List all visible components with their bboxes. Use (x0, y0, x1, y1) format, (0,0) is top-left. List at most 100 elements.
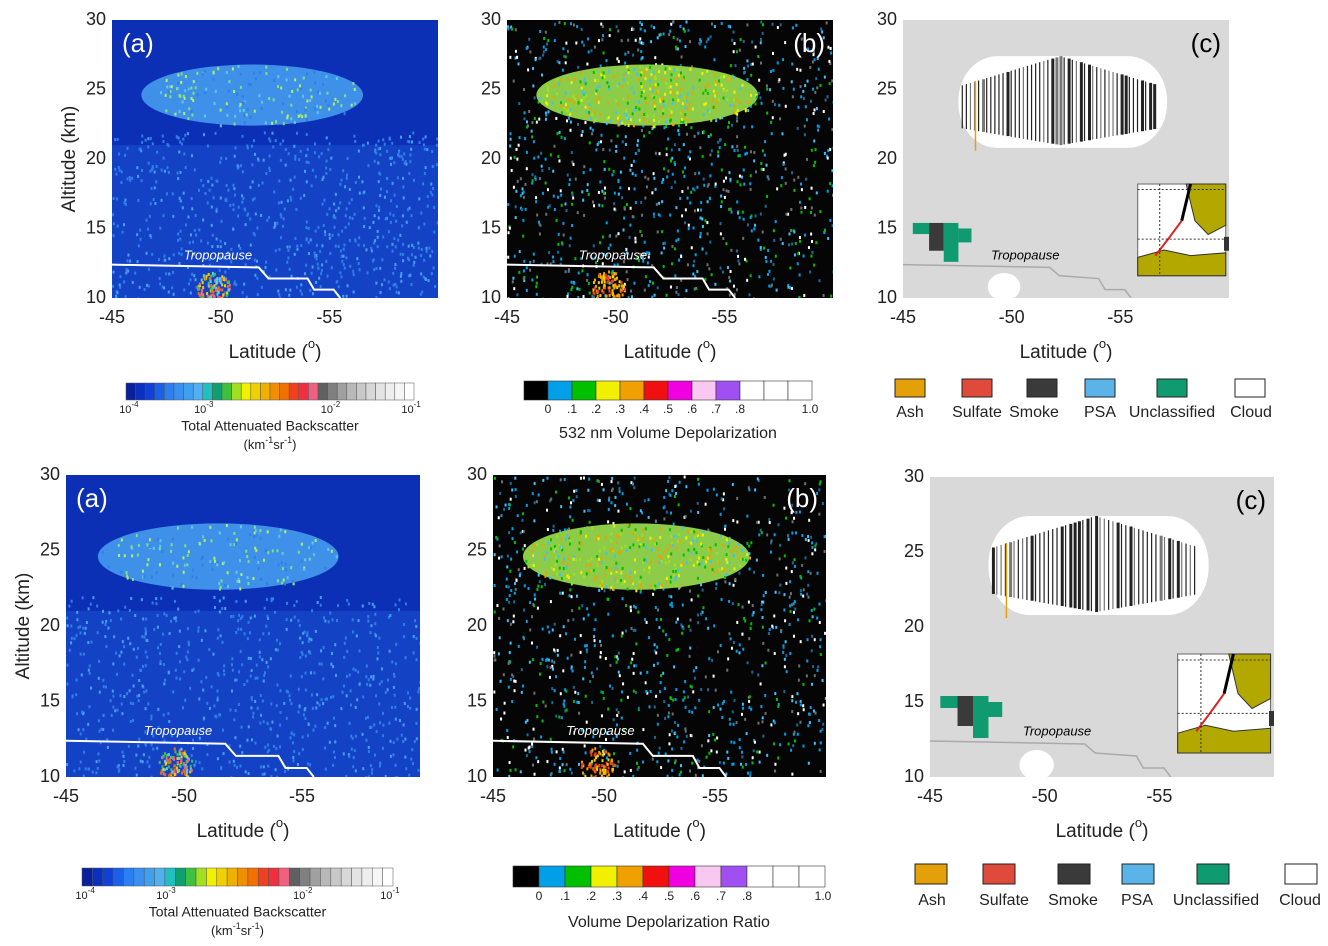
noise (615, 276, 618, 280)
noise (683, 740, 686, 744)
noise (807, 583, 810, 587)
noise (562, 750, 565, 754)
noise (750, 622, 753, 626)
noise (769, 541, 772, 545)
noise (607, 520, 610, 524)
noise (282, 578, 285, 582)
noise (379, 187, 382, 191)
noise (411, 243, 414, 247)
noise (647, 255, 650, 259)
noise (630, 86, 633, 90)
noise (611, 476, 614, 480)
noise (176, 757, 179, 761)
noise (663, 167, 666, 171)
noise (123, 759, 126, 763)
noise (512, 276, 515, 280)
noise (294, 78, 297, 82)
noise (637, 258, 640, 262)
noise (141, 684, 144, 688)
noise (603, 286, 606, 290)
noise (599, 180, 602, 184)
noise (670, 148, 673, 152)
noise (508, 660, 511, 664)
noise (699, 42, 702, 46)
noise (243, 282, 246, 286)
noise (136, 694, 139, 698)
noise (507, 203, 510, 207)
noise (288, 698, 291, 702)
noise (541, 73, 544, 77)
noise (212, 196, 215, 200)
noise (432, 266, 435, 270)
noise (220, 156, 223, 160)
tick-base: 10 (119, 404, 131, 416)
noise (259, 693, 262, 697)
noise (617, 103, 620, 107)
noise (783, 690, 786, 694)
noise (389, 220, 392, 224)
noise (787, 285, 790, 289)
noise (620, 546, 623, 550)
noise (97, 719, 100, 723)
noise (665, 633, 668, 637)
noise (174, 781, 176, 784)
noise (538, 97, 541, 101)
noise (296, 244, 299, 248)
noise (230, 663, 233, 667)
noise (290, 117, 293, 121)
noise (500, 555, 503, 559)
noise (599, 655, 602, 659)
noise (190, 86, 193, 90)
noise (682, 77, 685, 81)
noise (194, 760, 197, 764)
noise (252, 231, 255, 235)
noise (545, 42, 548, 46)
noise (143, 690, 146, 694)
noise (246, 555, 249, 559)
noise (785, 566, 788, 570)
noise (87, 641, 90, 645)
noise (498, 616, 501, 620)
noise (411, 140, 414, 144)
noise (574, 77, 577, 81)
noise (644, 527, 647, 531)
noise (300, 283, 303, 287)
noise (588, 520, 591, 524)
noise (647, 515, 650, 519)
noise (778, 591, 781, 595)
noise (357, 243, 360, 247)
noise (123, 694, 126, 698)
noise (679, 94, 682, 98)
noise (643, 240, 646, 244)
noise (804, 205, 807, 209)
noise (542, 478, 545, 482)
x-axis-label-sup: o (308, 336, 315, 351)
noise (523, 608, 526, 612)
noise (597, 78, 600, 82)
noise (593, 639, 596, 643)
noise (564, 202, 567, 206)
noise (583, 744, 586, 748)
noise (734, 64, 737, 68)
noise (211, 289, 214, 293)
noise (202, 218, 205, 222)
noise (600, 643, 603, 647)
noise (314, 629, 317, 633)
noise (646, 261, 649, 265)
noise (219, 585, 222, 589)
noise (299, 636, 302, 640)
noise (558, 769, 561, 773)
noise (514, 582, 517, 586)
noise (813, 263, 816, 267)
noise (256, 259, 259, 263)
noise (749, 182, 752, 186)
noise (619, 120, 622, 124)
noise (280, 86, 283, 90)
lower-band (66, 610, 420, 777)
noise (169, 89, 172, 93)
noise (800, 210, 803, 214)
noise (265, 72, 268, 76)
noise (642, 89, 645, 93)
noise (116, 672, 119, 676)
noise (798, 200, 801, 204)
